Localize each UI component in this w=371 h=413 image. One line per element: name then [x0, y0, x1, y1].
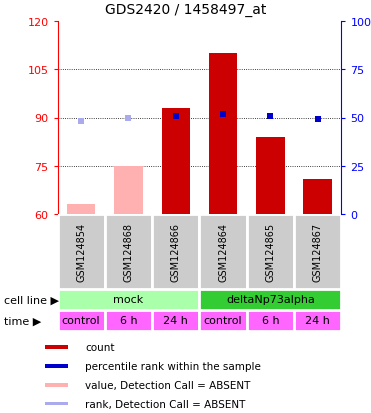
- FancyBboxPatch shape: [200, 214, 247, 289]
- Text: GSM124864: GSM124864: [218, 223, 228, 281]
- Text: rank, Detection Call = ABSENT: rank, Detection Call = ABSENT: [85, 399, 246, 408]
- FancyBboxPatch shape: [247, 311, 294, 331]
- Bar: [67, 205, 95, 214]
- Text: GSM124868: GSM124868: [124, 223, 134, 281]
- FancyBboxPatch shape: [247, 214, 294, 289]
- Bar: [45, 383, 68, 387]
- Text: 6 h: 6 h: [119, 316, 137, 326]
- FancyBboxPatch shape: [200, 311, 247, 331]
- FancyBboxPatch shape: [58, 214, 105, 289]
- Text: control: control: [62, 316, 101, 326]
- FancyBboxPatch shape: [105, 311, 152, 331]
- FancyBboxPatch shape: [58, 311, 105, 331]
- FancyBboxPatch shape: [152, 214, 200, 289]
- Bar: [114, 166, 142, 214]
- Text: deltaNp73alpha: deltaNp73alpha: [226, 295, 315, 305]
- Text: GSM124867: GSM124867: [313, 222, 323, 281]
- FancyBboxPatch shape: [58, 290, 200, 310]
- FancyBboxPatch shape: [152, 311, 200, 331]
- Bar: [45, 364, 68, 368]
- Text: GSM124865: GSM124865: [265, 222, 275, 281]
- Text: GSM124866: GSM124866: [171, 223, 181, 281]
- Bar: [162, 109, 190, 214]
- Text: count: count: [85, 342, 115, 352]
- Text: time ▶: time ▶: [4, 316, 41, 326]
- Text: GSM124854: GSM124854: [76, 222, 86, 281]
- Text: control: control: [204, 316, 242, 326]
- Bar: [45, 345, 68, 349]
- Bar: [209, 54, 237, 214]
- Text: value, Detection Call = ABSENT: value, Detection Call = ABSENT: [85, 380, 251, 390]
- Text: mock: mock: [113, 295, 144, 305]
- Text: percentile rank within the sample: percentile rank within the sample: [85, 361, 261, 371]
- Bar: [45, 402, 68, 406]
- Bar: [256, 138, 285, 214]
- Text: 6 h: 6 h: [262, 316, 279, 326]
- FancyBboxPatch shape: [294, 214, 341, 289]
- Bar: [303, 179, 332, 214]
- Text: 24 h: 24 h: [305, 316, 330, 326]
- Text: cell line ▶: cell line ▶: [4, 295, 59, 305]
- Text: GDS2420 / 1458497_at: GDS2420 / 1458497_at: [105, 3, 266, 17]
- FancyBboxPatch shape: [200, 290, 341, 310]
- Text: 24 h: 24 h: [163, 316, 188, 326]
- FancyBboxPatch shape: [294, 311, 341, 331]
- FancyBboxPatch shape: [105, 214, 152, 289]
